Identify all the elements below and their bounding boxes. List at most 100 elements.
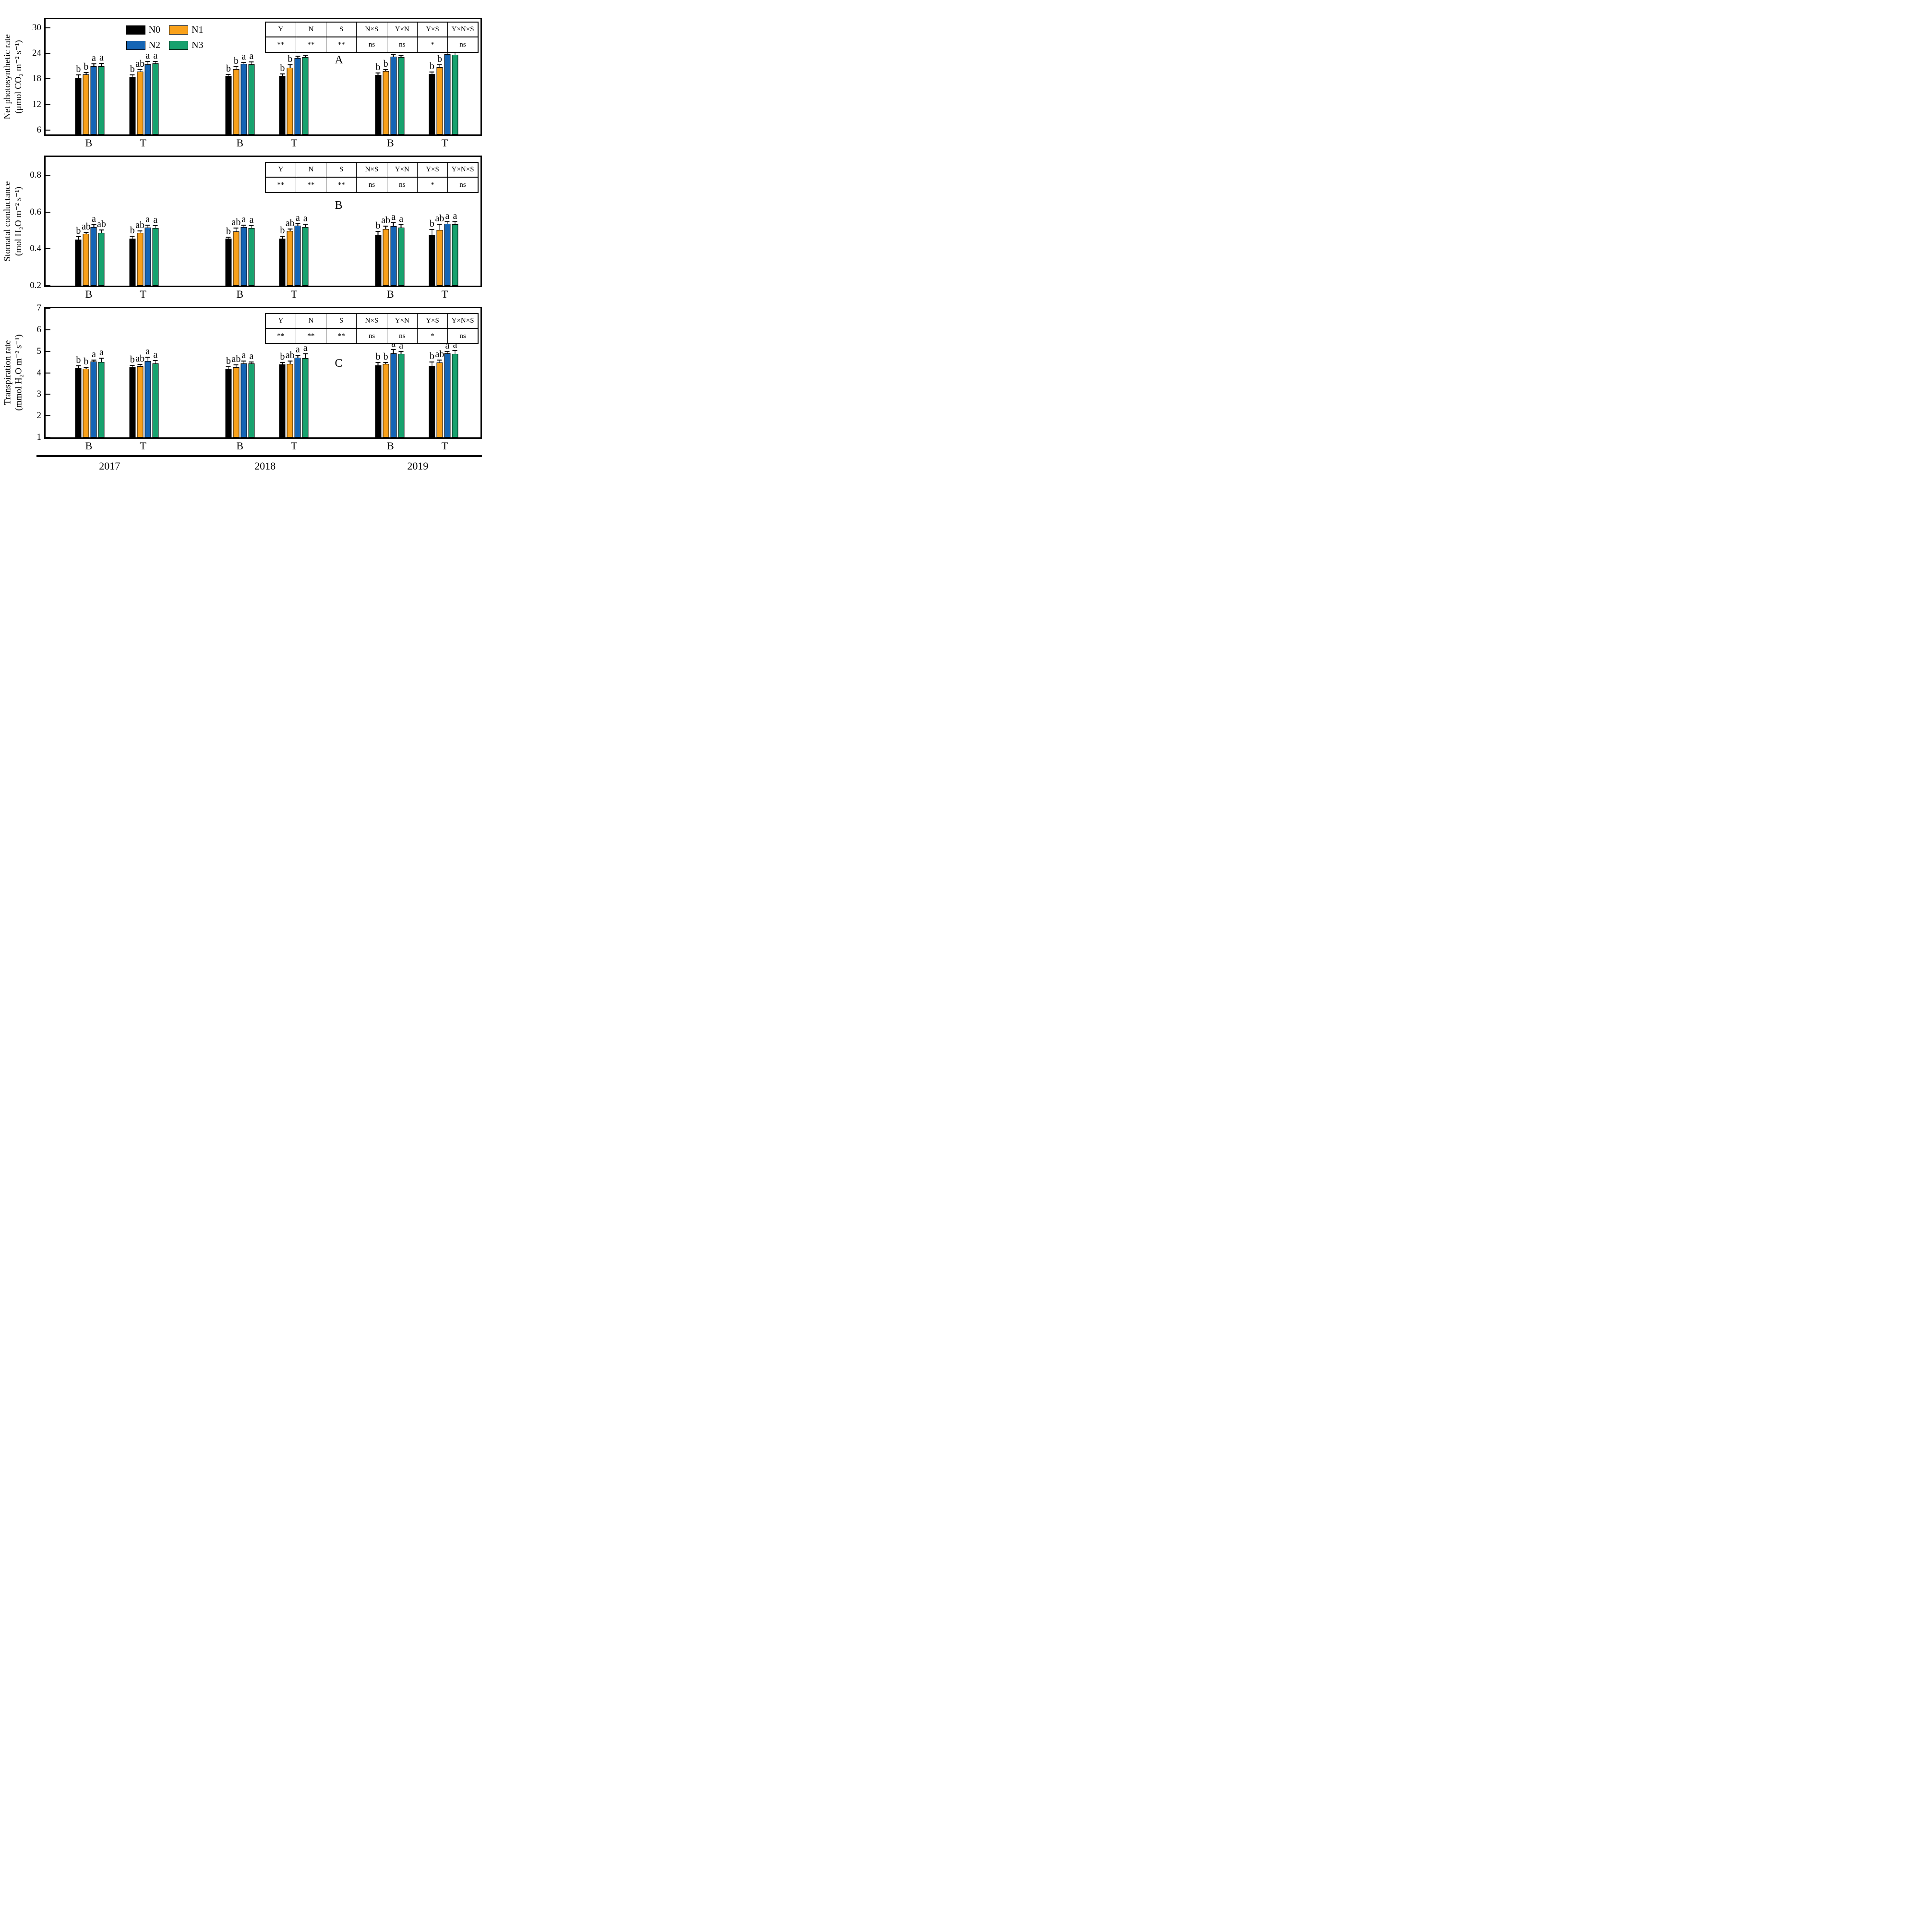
y-axis-tick-label: 0.8 xyxy=(30,170,41,181)
bar-N2 xyxy=(90,361,97,437)
y-axis-label-units: (mmol H₂O m⁻² s⁻¹) xyxy=(13,334,24,411)
significance-letter: b xyxy=(226,355,231,366)
bar-slot: ab xyxy=(231,308,241,437)
significance-letter: b xyxy=(375,351,381,362)
significance-letter: a xyxy=(399,214,404,225)
bar-slot: a xyxy=(452,308,458,437)
significance-letter: a xyxy=(399,340,404,351)
year-axis: 2017 2018 2019 xyxy=(36,455,482,476)
y-axis-tick-label: 0.2 xyxy=(30,280,41,290)
error-bar-cap xyxy=(280,362,285,363)
bar-N2 xyxy=(240,227,247,286)
legend-label: N0 xyxy=(148,24,161,35)
error-bar-stem xyxy=(93,64,95,66)
error-bar-stem xyxy=(455,351,456,354)
significance-letter: ab xyxy=(135,58,145,69)
anova-header-cell: N xyxy=(295,162,327,178)
anova-value-cell: ** xyxy=(265,177,296,193)
error-bar-stem xyxy=(400,56,402,58)
anova-header-cell: Y×N×S xyxy=(447,313,479,329)
bar-cluster-2018-B: b ab a a xyxy=(225,157,255,286)
bar-N2 xyxy=(294,358,301,437)
bar-N3 xyxy=(98,66,105,134)
error-bar-stem xyxy=(132,366,133,368)
error-bar-stem xyxy=(377,232,379,236)
bar-N2 xyxy=(444,223,451,286)
bar-slot: a xyxy=(240,308,247,437)
error-bar-stem xyxy=(393,350,394,354)
anova-value-cell: ** xyxy=(326,36,357,53)
error-bar-stem xyxy=(447,52,448,54)
anova-header-cell: N×S xyxy=(356,22,387,37)
anova-table: Y N S N×S Y×N Y×S Y×N×S ** ** ** ns ns * ns xyxy=(265,22,479,53)
bar-slot: a xyxy=(152,308,159,437)
bar-slot: a xyxy=(294,157,301,286)
anova-value-cell: ns xyxy=(447,328,479,344)
bar-slot: b xyxy=(83,19,89,134)
year-label-2018: 2018 xyxy=(254,460,276,472)
significance-letter: a xyxy=(453,210,457,221)
subgroup-label-2019-B: B xyxy=(387,137,394,149)
legend-item-N0: N0 xyxy=(126,25,160,35)
significance-letter: a xyxy=(249,51,254,62)
bar-cluster-2017-T: b ab a a xyxy=(129,157,159,286)
error-bar-cap xyxy=(233,228,239,229)
y-axis-tick xyxy=(46,27,50,28)
bar-slot: a xyxy=(444,308,451,437)
significance-letter: b xyxy=(383,351,388,362)
bar-N2 xyxy=(390,57,397,134)
error-bar-stem xyxy=(140,364,141,366)
y-axis-tick-label: 0.4 xyxy=(30,243,41,254)
error-bar-cap xyxy=(303,224,308,225)
error-bar-stem xyxy=(400,352,402,354)
anova-value-cell: ** xyxy=(295,36,327,53)
error-bar-cap xyxy=(249,225,254,226)
error-bar-stem xyxy=(236,67,237,69)
bar-N3 xyxy=(152,63,159,134)
error-bar-cap xyxy=(398,55,404,57)
error-bar-cap xyxy=(280,73,285,75)
significance-letter: ab xyxy=(231,353,241,364)
error-bar-cap xyxy=(303,353,308,354)
anova-header-cell: Y×S xyxy=(417,162,448,178)
error-bar-cap xyxy=(280,236,285,237)
bar-N0 xyxy=(375,235,382,286)
significance-letter: a xyxy=(99,52,104,63)
bar-slot: a xyxy=(294,308,301,437)
anova-value-cell: * xyxy=(417,328,448,344)
y-axis-label-units: (mol H₂O m⁻² s⁻¹) xyxy=(13,186,24,256)
bar-N1 xyxy=(383,71,389,134)
bar-cluster-2018-T: b ab a a xyxy=(279,308,309,437)
bar-N1 xyxy=(137,366,144,437)
y-axis-tick-label: 24 xyxy=(32,48,41,59)
anova-value-cell: ns xyxy=(447,177,479,193)
bar-N3 xyxy=(302,57,309,134)
bar-slot: b xyxy=(129,308,136,437)
legend-label: N3 xyxy=(192,40,204,50)
error-bar-cap xyxy=(76,236,81,238)
significance-letter: b xyxy=(375,62,381,73)
error-bar-stem xyxy=(93,360,95,362)
bar-N0 xyxy=(225,368,232,437)
error-bar-stem xyxy=(297,356,299,358)
error-bar-cap xyxy=(84,366,89,368)
error-bar-cap xyxy=(145,225,150,226)
anova-value-cell: ** xyxy=(295,328,327,344)
bar-slot: ab xyxy=(135,157,144,286)
anova-value-cell: ** xyxy=(295,177,327,193)
bar-slot: ab xyxy=(286,308,295,437)
significance-letter: a xyxy=(91,349,96,360)
error-bar-stem xyxy=(243,361,244,363)
y-axis-label-title: Transpiration rate xyxy=(2,340,13,405)
bar-slot: a xyxy=(98,308,105,437)
y-axis-tick-label: 1 xyxy=(36,432,42,442)
bar-N3 xyxy=(302,358,309,437)
bar-slot: a xyxy=(398,308,405,437)
significance-letter: a xyxy=(391,211,396,222)
error-bar-stem xyxy=(282,237,283,239)
subgroup-label-2018-T: T xyxy=(291,440,298,452)
error-bar-stem xyxy=(101,359,102,362)
